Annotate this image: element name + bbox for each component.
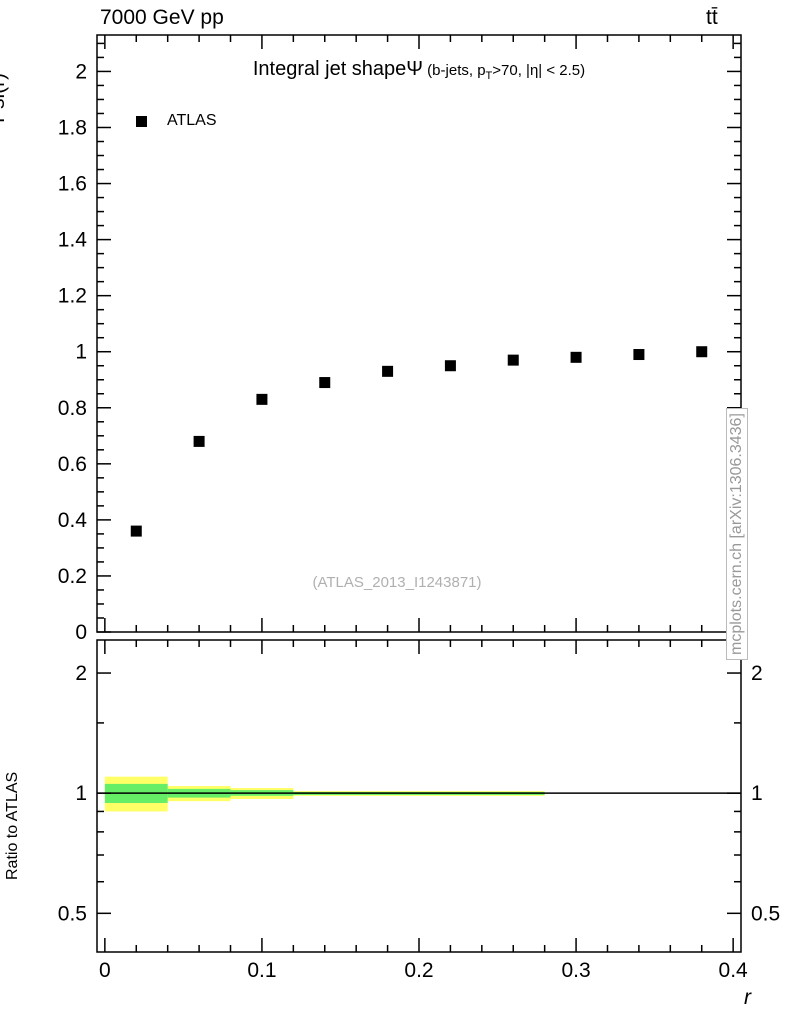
data-point-atlas (507, 354, 519, 366)
ratio-y-axis-label: Ratio to ATLAS (4, 771, 21, 880)
ratio-y-tick-label-right: 1 (751, 782, 763, 805)
plot-title: Integral jet shapeΨ (b-jets, pT>70, |η| … (97, 58, 741, 82)
top-y-tick-label: 2 (75, 60, 87, 83)
x-tick-label: 0.2 (404, 959, 433, 982)
title-psi-symbol: Ψ (406, 58, 424, 80)
title-main: Integral jet shape (252, 58, 407, 80)
data-point-atlas (193, 435, 205, 447)
ratio-y-tick-label-left: 2 (75, 662, 87, 685)
ratio-y-tick-label-left: 0.5 (58, 902, 87, 925)
top-y-tick-label: 0 (75, 621, 87, 644)
title-pt-subscript: T (485, 70, 493, 82)
process-label: tt̄ (706, 6, 718, 29)
title-cuts: (b-jets, pT>70, |η| < 2.5) (423, 62, 586, 82)
data-point-atlas (256, 393, 268, 405)
top-y-tick-label: 1.2 (58, 285, 87, 308)
data-point-atlas (130, 525, 142, 537)
top-y-tick-label: 0.2 (58, 565, 87, 588)
x-axis-label: r (744, 986, 751, 1009)
x-tick-label: 0.4 (719, 959, 749, 982)
ratio-y-tick-label-right: 2 (751, 662, 763, 685)
data-point-atlas (570, 351, 582, 363)
ratio-y-tick-label-left: 1 (75, 782, 87, 805)
legend-label: ATLAS (167, 112, 217, 129)
top-y-axis-label: Psi(r) (0, 72, 9, 123)
ratio-y-tick-label-right: 0.5 (751, 902, 780, 925)
data-point-atlas (444, 360, 456, 372)
beam-energy-label: 7000 GeV pp (100, 6, 224, 29)
top-y-tick-label: 1.4 (58, 229, 88, 252)
data-point-atlas (696, 346, 708, 358)
data-point-atlas (633, 349, 645, 361)
top-y-tick-label: 0.6 (58, 453, 87, 476)
mcplots-arxiv-note: mcplots.cern.ch [arXiv:1306.3436] (726, 408, 748, 660)
analysis-watermark: (ATLAS_2013_I1243871) (312, 574, 482, 591)
top-y-tick-label: 1 (75, 341, 87, 364)
top-y-tick-label: 0.4 (58, 509, 88, 532)
x-tick-label: 0 (99, 959, 111, 982)
top-y-tick-label: 1.6 (58, 173, 87, 196)
x-tick-label: 0.1 (247, 959, 276, 982)
data-point-atlas (319, 377, 331, 389)
data-point-atlas (382, 365, 394, 377)
top-y-tick-label: 1.8 (58, 116, 87, 139)
top-y-tick-label: 0.8 (58, 397, 87, 420)
legend: ATLAS (136, 112, 217, 130)
legend-square-marker-icon (136, 115, 147, 127)
x-tick-label: 0.3 (561, 959, 590, 982)
